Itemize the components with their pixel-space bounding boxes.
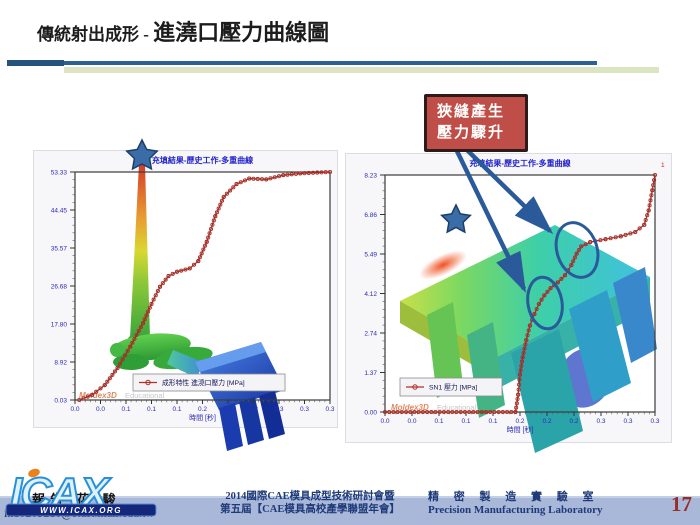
svg-text:0.03: 0.03 xyxy=(54,397,67,404)
callout-line2: 壓力驟升 xyxy=(437,125,506,141)
svg-text:8.92: 8.92 xyxy=(54,359,67,366)
page-title-prefix: 傳統射出成形 - xyxy=(37,25,154,44)
conference-line2: 第五屆【CAE模具高校產學聯盟年會】 xyxy=(220,504,400,515)
reporter-name: 報告 花 駿 xyxy=(32,492,121,507)
legend-box xyxy=(132,373,286,392)
chart-left-plot: 充填結果-歷史工作-多重曲線 53.33 44.45 35.57 26.68 17.80 8… xyxy=(51,155,335,422)
conference-title: 2014國際CAE模具成型技術研討會暨 第五屆【CAE模具高校產學聯盟年會】 xyxy=(188,490,432,516)
svg-text:0.2: 0.2 xyxy=(223,406,232,413)
svg-text:0.3: 0.3 xyxy=(650,418,659,425)
runner-arm-3d xyxy=(167,350,203,378)
svg-text:0.1: 0.1 xyxy=(488,418,497,425)
svg-text:0.2: 0.2 xyxy=(249,406,258,413)
right-sensor-pressure-chart: 充填結果-歷史工作-多重曲線 8.23 6.86 5.49 4.12 2.74 1.37 0.… xyxy=(345,153,672,453)
svg-text:0.2: 0.2 xyxy=(569,418,578,425)
svg-text:Moldex3D: Moldex3D xyxy=(79,391,117,400)
svg-text:0.2: 0.2 xyxy=(198,406,207,413)
page-title-main: 進澆口壓力曲線圖 xyxy=(153,20,330,45)
svg-text:Educational: Educational xyxy=(437,403,477,412)
svg-text:充填結果-歷史工作-多重曲線: 充填結果-歷史工作-多重曲線 xyxy=(469,158,570,168)
callout-line1: 狹縫產生 xyxy=(437,104,506,120)
svg-text:2.74: 2.74 xyxy=(364,330,377,337)
svg-text:Moldex3D: Moldex3D xyxy=(391,403,429,412)
svg-text:6.86: 6.86 xyxy=(364,212,377,219)
svg-text:0.1: 0.1 xyxy=(121,406,130,413)
svg-text:0.3: 0.3 xyxy=(274,406,283,413)
svg-text:0.1: 0.1 xyxy=(147,406,156,413)
svg-text:0.3: 0.3 xyxy=(325,406,334,413)
svg-text:5.49: 5.49 xyxy=(364,251,377,258)
svg-text:0.3: 0.3 xyxy=(596,418,605,425)
svg-text:1.37: 1.37 xyxy=(364,370,377,377)
svg-text:1: 1 xyxy=(661,162,665,169)
left-gate-pressure-chart: 充填結果-歷史工作-多重曲線 53.33 44.45 35.57 26.68 17.80 8… xyxy=(33,138,338,451)
conference-line1: 2014國際CAE模具成型技術研討會暨 xyxy=(225,491,395,502)
svg-text:0.0: 0.0 xyxy=(96,406,105,413)
svg-text:26.68: 26.68 xyxy=(51,283,68,290)
sprue-3d xyxy=(130,164,150,338)
lab-title-en: Precision Manufacturing Laboratory xyxy=(428,504,603,516)
svg-text:0.0: 0.0 xyxy=(70,406,79,413)
divider-blue-cap xyxy=(7,60,64,66)
page-title: 傳統射出成形 - 進澆口壓力曲線圖 xyxy=(37,15,329,47)
svg-text:0.3: 0.3 xyxy=(623,418,632,425)
svg-text:0.2: 0.2 xyxy=(542,418,551,425)
svg-text:8.23: 8.23 xyxy=(364,172,377,179)
icax-logo: ICAX WWW.ICAX.ORG xyxy=(5,468,157,519)
lab-title: 精 密 製 造 實 驗 室 Precision Manufacturing La… xyxy=(428,491,648,517)
svg-text:0.1: 0.1 xyxy=(172,406,181,413)
svg-text:0.2: 0.2 xyxy=(515,418,524,425)
callout-pressure-spike: 狹縫產生 壓力驟升 xyxy=(424,94,528,152)
svg-text:0.3: 0.3 xyxy=(300,406,309,413)
svg-text:0.1: 0.1 xyxy=(434,418,443,425)
svg-text:0.00: 0.00 xyxy=(364,409,377,416)
svg-text:0.0: 0.0 xyxy=(380,418,389,425)
svg-text:4.12: 4.12 xyxy=(364,291,377,298)
svg-text:Educational: Educational xyxy=(125,391,165,400)
page-number: 17 xyxy=(671,492,692,516)
legend-box xyxy=(399,377,503,397)
svg-text:成形特性 進澆口壓力 [MPa]: 成形特性 進澆口壓力 [MPa] xyxy=(162,378,245,387)
svg-text:53.33: 53.33 xyxy=(51,169,68,176)
logo-dot-icon xyxy=(28,468,40,478)
svg-text:時間 [秒]: 時間 [秒] xyxy=(189,413,216,422)
svg-text:35.57: 35.57 xyxy=(51,245,68,252)
logo-banner xyxy=(5,503,157,517)
svg-text:44.45: 44.45 xyxy=(51,207,68,214)
svg-text:0.1: 0.1 xyxy=(461,418,470,425)
divider-green-bar xyxy=(64,67,659,73)
svg-text:SN1 壓力 [MPa]: SN1 壓力 [MPa] xyxy=(429,383,477,392)
svg-text:0.0: 0.0 xyxy=(407,418,416,425)
lab-title-zh: 精 密 製 造 實 驗 室 xyxy=(428,491,600,503)
logo-banner-text: WWW.ICAX.ORG xyxy=(40,506,122,515)
divider-blue-bar xyxy=(64,61,597,65)
svg-text:時間 [秒]: 時間 [秒] xyxy=(507,425,534,434)
star-marker-icon xyxy=(125,138,159,171)
svg-text:17.80: 17.80 xyxy=(51,321,68,328)
svg-text:充填結果-歷史工作-多重曲線: 充填結果-歷史工作-多重曲線 xyxy=(152,155,253,165)
